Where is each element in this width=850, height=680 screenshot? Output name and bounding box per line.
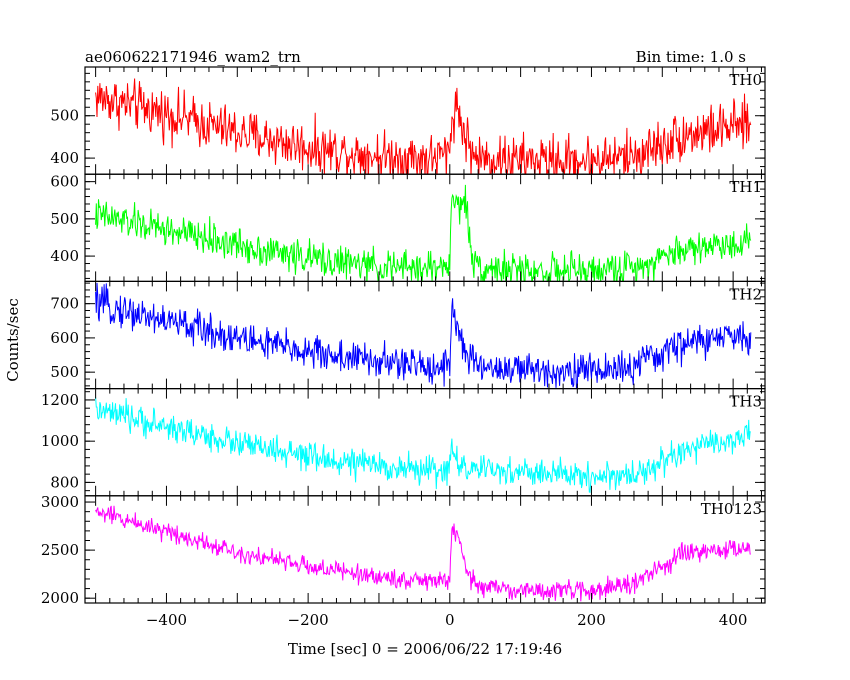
y-tick-label: 400: [50, 149, 79, 167]
y-tick-label: 500: [50, 107, 79, 125]
y-tick-label: 500: [50, 210, 79, 228]
panel-label: TH3: [729, 393, 762, 411]
panel-th2: TH2 500 600 700: [50, 280, 766, 390]
chart-subtitle: Bin time: 1.0 s: [636, 48, 746, 66]
y-tick-label: 1200: [41, 391, 79, 409]
y-tick-label: 1000: [41, 432, 79, 450]
x-tick-label: −400: [146, 611, 187, 629]
series-line-th3: [95, 397, 752, 494]
panel-label: TH2: [729, 285, 762, 303]
y-tick-label: 400: [50, 247, 79, 265]
y-tick-label: 800: [50, 473, 79, 491]
panel-label: TH1: [729, 178, 762, 196]
panel-th0: TH0 400 500: [50, 66, 766, 175]
y-axis-label: Counts/sec: [4, 298, 22, 382]
panel-label: TH0123: [701, 500, 762, 518]
y-tick-label: 600: [50, 173, 79, 191]
panel-th1: TH1 400 500 600: [50, 173, 766, 282]
y-tick-label: 500: [50, 363, 79, 381]
panel-th3: TH3 800 1000 1200: [41, 388, 766, 497]
series-line-th0123: [95, 505, 751, 602]
chart-title: ae060622171946_wam2_trn: [85, 48, 301, 66]
series-line-th1: [95, 184, 752, 282]
series-line-th2: [95, 282, 752, 389]
x-tick-label: 200: [577, 611, 606, 629]
panel-frame: [84, 388, 766, 497]
x-axis-label: Time [sec] 0 = 2006/06/22 17:19:46: [288, 640, 562, 658]
x-tick-label: −200: [288, 611, 329, 629]
y-tick-label: 3000: [41, 493, 79, 511]
series-line-th0: [95, 78, 752, 175]
x-tick-label: 0: [445, 611, 455, 629]
x-tick-label: 400: [719, 611, 748, 629]
y-tick-label: 2500: [41, 541, 79, 559]
panel-label: TH0: [729, 71, 762, 89]
panel-th0123: TH0123 2000 2500 3000: [41, 493, 766, 607]
y-tick-label: 700: [50, 295, 79, 313]
y-tick-label: 600: [50, 329, 79, 347]
panel-frame: [84, 495, 766, 604]
y-tick-label: 2000: [41, 589, 79, 607]
